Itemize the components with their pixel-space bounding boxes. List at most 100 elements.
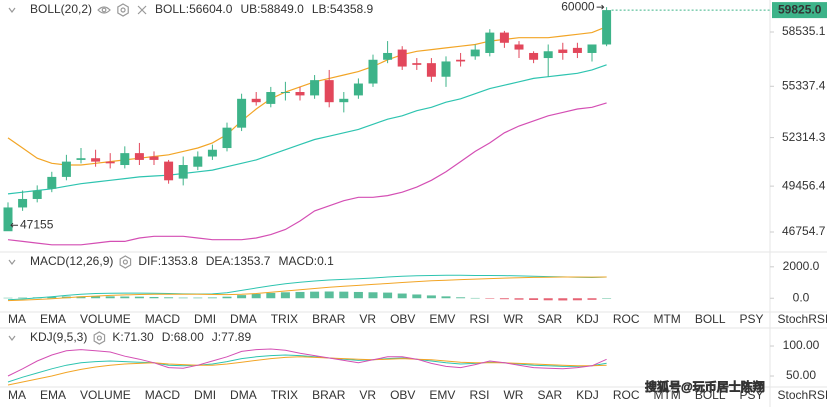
gear-icon[interactable] <box>117 3 129 17</box>
candle-body <box>529 52 539 60</box>
macd-bar <box>543 298 553 301</box>
legend-entry: BOLL:56604.0 <box>155 2 233 16</box>
candle-body <box>280 92 290 94</box>
indicator-tab[interactable]: MACD <box>145 388 181 402</box>
indicator-tab[interactable]: BRAR <box>312 312 346 326</box>
close-icon[interactable] <box>137 5 147 15</box>
y-tick-label: 58535.1 <box>782 24 826 38</box>
macd-bar <box>207 297 217 299</box>
macd-bar <box>266 292 276 299</box>
chevron-icon[interactable] <box>8 335 16 341</box>
y-tick-label: 0.0 <box>793 290 810 304</box>
chevron-icon[interactable] <box>8 7 16 13</box>
indicator-tab[interactable]: OBV <box>390 312 415 326</box>
candle-body <box>383 52 393 60</box>
legend-entry: J:77.89 <box>212 330 252 344</box>
indicator-tab[interactable]: PSY <box>740 312 764 326</box>
macd-bar <box>18 297 28 299</box>
indicator-tab[interactable]: EMA <box>40 312 66 326</box>
indicator-tab[interactable]: KDJ <box>576 312 599 326</box>
macd-bar <box>412 294 422 299</box>
indicator-tab[interactable]: ROC <box>613 388 640 402</box>
indicator-tab[interactable]: RSI <box>469 388 489 402</box>
indicator-tab[interactable]: SAR <box>537 388 562 402</box>
macd-bar <box>485 298 495 299</box>
candle-body <box>207 149 217 157</box>
macd-bar <box>295 291 305 299</box>
legend-entry: DIF:1353.8 <box>138 254 198 268</box>
gear-icon[interactable] <box>93 331 106 345</box>
indicator-tab[interactable]: StochRSI <box>778 388 827 402</box>
indicator-tab[interactable]: VR <box>359 388 376 402</box>
indicator-tab[interactable]: SAR <box>537 312 562 326</box>
indicator-tab[interactable]: DMA <box>230 312 257 326</box>
macd-bar <box>339 291 349 299</box>
macd-bar <box>134 296 144 299</box>
candle-body <box>543 51 553 59</box>
candle-body <box>237 98 247 128</box>
indicator-tab[interactable]: PSY <box>740 388 764 402</box>
indicator-tab[interactable]: ROC <box>613 312 640 326</box>
indicator-line <box>7 102 607 246</box>
macd-bar <box>353 291 363 299</box>
indicator-tab[interactable]: DMI <box>194 312 216 326</box>
indicator-tab[interactable]: MA <box>8 388 26 402</box>
indicator-tab[interactable]: MACD <box>145 312 181 326</box>
gear-shape <box>93 331 106 345</box>
macd-bar <box>76 296 86 299</box>
candle-body <box>3 207 13 232</box>
indicator-tab[interactable]: WR <box>503 312 523 326</box>
chevron-shape <box>8 335 16 341</box>
candle-body <box>324 80 334 103</box>
eye-icon[interactable] <box>97 6 111 14</box>
macd-bar <box>120 296 130 299</box>
indicator-tab[interactable]: MTM <box>653 388 680 402</box>
candle-body <box>134 153 144 160</box>
candle-body <box>32 190 42 199</box>
indicator-tab[interactable]: EMV <box>429 388 455 402</box>
indicator-tab[interactable]: EMA <box>40 388 66 402</box>
indicator-tab[interactable]: DMI <box>194 388 216 402</box>
last-price-label: 59825.0 <box>778 2 822 16</box>
indicator-tab[interactable]: StochRSI <box>778 312 827 326</box>
indicator-tab[interactable]: MA <box>8 312 26 326</box>
macd-bar <box>368 292 378 299</box>
indicator-line <box>7 276 607 302</box>
macd-bar <box>383 292 393 299</box>
indicator-tab[interactable]: BOLL <box>695 388 726 402</box>
indicator-tab[interactable]: TRIX <box>271 312 298 326</box>
legend-entry: LB:54358.9 <box>312 2 374 16</box>
y-tick-label: 49456.4 <box>782 178 826 192</box>
gear-icon[interactable] <box>119 255 132 269</box>
macd-bar <box>280 292 290 299</box>
gear-hole <box>120 7 126 13</box>
indicator-tab[interactable]: TRIX <box>271 388 298 402</box>
indicator-tab[interactable]: VOLUME <box>80 312 131 326</box>
indicator-tab[interactable]: VOLUME <box>80 388 131 402</box>
indicator-tab[interactable]: OBV <box>390 388 415 402</box>
indicator-tab[interactable]: MTM <box>653 312 680 326</box>
indicator-tab[interactable]: DMA <box>230 388 257 402</box>
watermark: 搜狐号@玩币居士陈翔 <box>645 379 765 394</box>
indicator-tab[interactable]: EMV <box>429 312 455 326</box>
macd-bar <box>514 298 524 300</box>
indicator-tab[interactable]: BOLL <box>695 312 726 326</box>
gear-shape <box>117 3 129 17</box>
macd-bar <box>572 298 582 301</box>
indicator-tab[interactable]: BRAR <box>312 388 346 402</box>
candle-body <box>339 98 349 103</box>
macd-bar <box>397 293 407 299</box>
candle-body <box>76 158 86 160</box>
indicator-tab[interactable]: VR <box>359 312 376 326</box>
indicator-tab[interactable]: RSI <box>469 312 489 326</box>
candle-body <box>558 49 568 53</box>
y-tick-label: 52314.3 <box>782 130 826 144</box>
macd-bar <box>251 293 261 299</box>
candle-body <box>441 61 451 77</box>
indicator-tab[interactable]: KDJ <box>576 388 599 402</box>
indicator-tab[interactable]: WR <box>503 388 523 402</box>
chevron-icon[interactable] <box>8 259 16 265</box>
candle-body <box>120 153 130 166</box>
